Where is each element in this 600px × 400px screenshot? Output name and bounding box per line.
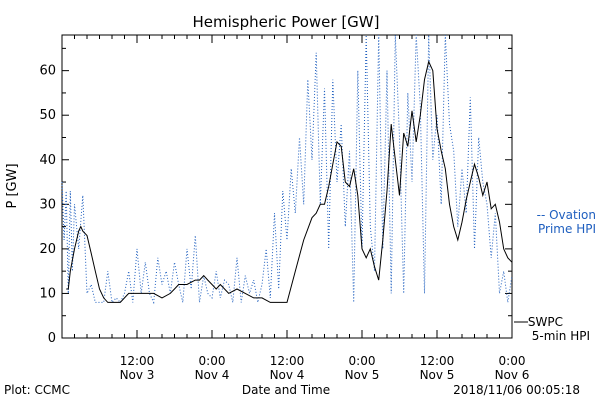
legend-ovation-line2: Prime HPI [538, 222, 596, 236]
series-line-swpc [66, 60, 513, 303]
legend: -- Ovation Prime HPI SWPC 5-min HPI [514, 208, 596, 343]
x-axis-label: Date and Time [242, 383, 330, 397]
y-axis: 0 10 20 30 40 50 60 [39, 47, 512, 346]
legend-swpc-line1: SWPC [528, 315, 563, 329]
y-tick-label: 40 [39, 153, 56, 168]
x-tick-time-label: 0:00 [499, 354, 526, 368]
series-line-ovation-prime [61, 34, 513, 305]
x-tick-time-label: 12:00 [420, 354, 455, 368]
legend-ovation-line1: -- Ovation [537, 208, 596, 222]
x-tick-date-label: Nov 5 [420, 368, 455, 382]
x-tick-time-label: 0:00 [349, 354, 376, 368]
x-tick-date-label: Nov 6 [495, 368, 530, 382]
x-tick-date-label: Nov 4 [270, 368, 305, 382]
x-tick-date-label: Nov 3 [120, 368, 155, 382]
x-tick-time-label: 12:00 [270, 354, 305, 368]
y-tick-label: 50 [39, 108, 56, 123]
footer-timestamp: 2018/11/06 00:05:18 [453, 383, 580, 397]
x-tick-time-label: 12:00 [120, 354, 155, 368]
y-tick-label: 0 [48, 331, 56, 346]
y-tick-label: 60 [39, 64, 56, 79]
y-tick-label: 20 [39, 242, 56, 257]
x-tick-date-label: Nov 4 [195, 368, 230, 382]
chart-title: Hemispheric Power [GW] [193, 13, 380, 31]
footer-plot-source: Plot: CCMC [4, 383, 70, 397]
x-tick-time-label: 0:00 [199, 354, 226, 368]
y-tick-label: 10 [39, 286, 56, 301]
y-axis-label: P [GW] [5, 163, 20, 208]
legend-swpc-line2: 5-min HPI [532, 329, 590, 343]
y-tick-label: 30 [39, 197, 56, 212]
x-tick-date-label: Nov 5 [345, 368, 380, 382]
series-group [61, 34, 513, 305]
